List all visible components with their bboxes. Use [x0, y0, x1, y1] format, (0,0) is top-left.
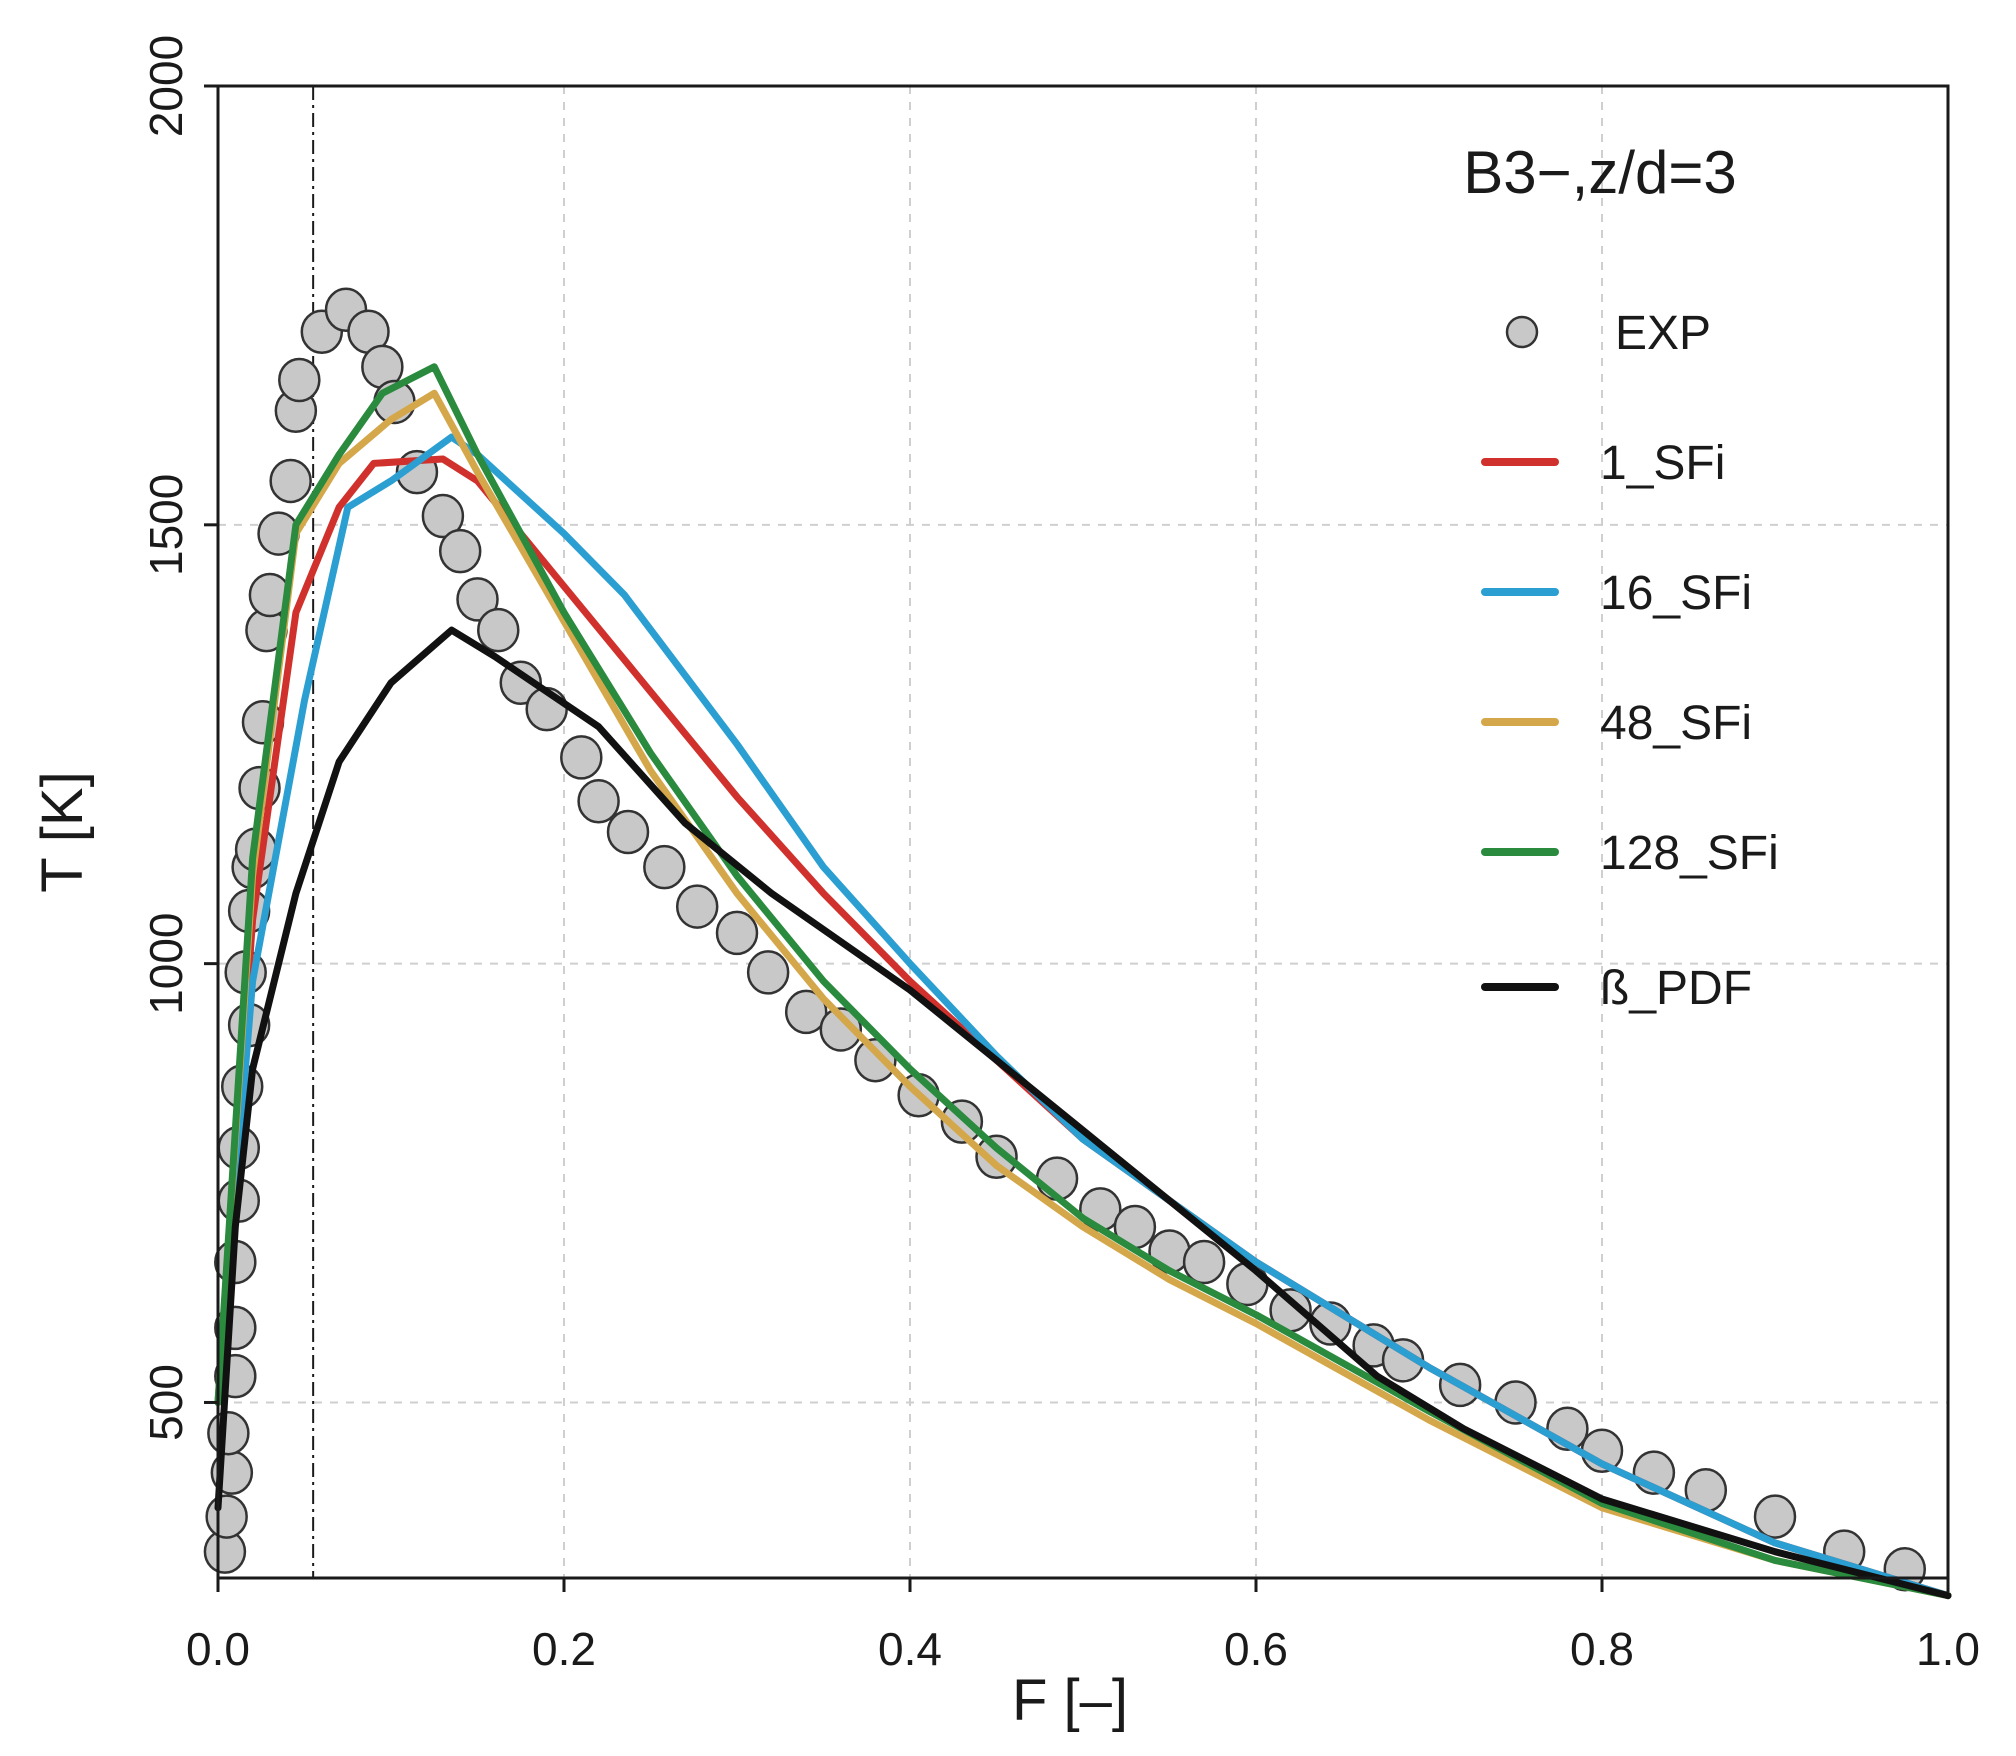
exp-point	[456, 577, 499, 622]
legend-item-16-sfi: 16_SFi	[1481, 567, 1752, 620]
exp-point	[819, 1007, 863, 1052]
legend-item-exp: EXP	[1505, 307, 1711, 360]
exp-point	[784, 989, 828, 1035]
exp-point	[577, 779, 620, 824]
series-line-48-sfi	[214, 389, 1952, 1600]
exp-point	[560, 735, 603, 780]
legend-item--pdf: ß_PDF	[1481, 962, 1752, 1015]
y-tick-label: 500	[140, 1364, 192, 1441]
exp-point	[421, 493, 465, 539]
exp-point	[205, 1494, 248, 1539]
panel-label: B3−,z/d=3	[1463, 139, 1737, 206]
exp-point	[499, 660, 542, 706]
legend: EXP 1_SFi 16_SFi 48_SFi 128_SFi ß_PDF	[1481, 307, 1779, 1015]
x-tick-label: 0.6	[1224, 1623, 1288, 1675]
y-tick-label: 1000	[140, 912, 192, 1014]
exp-point	[975, 1134, 1018, 1179]
plot-frame	[216, 84, 1950, 1580]
x-tick-label: 0.4	[878, 1623, 942, 1675]
legend-label: 128_SFi	[1600, 827, 1779, 880]
x-tick-label: 0.8	[1570, 1623, 1634, 1675]
series-line--pdf	[214, 626, 1952, 1600]
legend-item-48-sfi: 48_SFi	[1481, 697, 1752, 750]
legend-label: 48_SFi	[1600, 697, 1752, 750]
x-tick-label: 1.0	[1916, 1623, 1980, 1675]
series-line-128-sfi	[214, 363, 1952, 1600]
x-axis-title: F [–]	[1012, 1668, 1128, 1733]
exp-point	[207, 1410, 250, 1456]
x-tick-label: 0.2	[532, 1623, 596, 1675]
y-tick-label: 2000	[140, 35, 192, 137]
exp-point	[278, 357, 321, 403]
series-lines	[214, 363, 1952, 1600]
y-tick-label: 1500	[140, 474, 192, 576]
exp-point	[606, 809, 650, 855]
tick-labels: 0.0 0.2 0.4 0.6 0.8 1.0 500 1000 1500 2000	[140, 35, 1980, 1675]
exp-point	[1753, 1494, 1797, 1539]
x-tick-label: 0.0	[186, 1623, 250, 1675]
exp-point	[477, 607, 520, 653]
exp-point	[715, 910, 759, 956]
legend-label: 16_SFi	[1600, 567, 1752, 620]
exp-point	[438, 528, 482, 574]
exp-point	[675, 884, 719, 929]
series-line-16-sfi	[214, 433, 1952, 1600]
legend-item-1-sfi: 1_SFi	[1481, 437, 1725, 490]
y-axis-title: T [K]	[30, 771, 95, 892]
exp-point	[269, 458, 312, 504]
exp-point	[854, 1037, 897, 1083]
exp-point	[643, 844, 686, 890]
exp-point	[1182, 1239, 1226, 1285]
exp-point	[746, 950, 790, 995]
legend-label: 1_SFi	[1600, 437, 1725, 490]
legend-item-128-sfi: 128_SFi	[1481, 827, 1779, 880]
legend-label: EXP	[1615, 307, 1711, 360]
axis-ticks	[204, 84, 1950, 1592]
legend-exp-marker	[1505, 315, 1539, 349]
legend-label: ß_PDF	[1600, 962, 1752, 1015]
